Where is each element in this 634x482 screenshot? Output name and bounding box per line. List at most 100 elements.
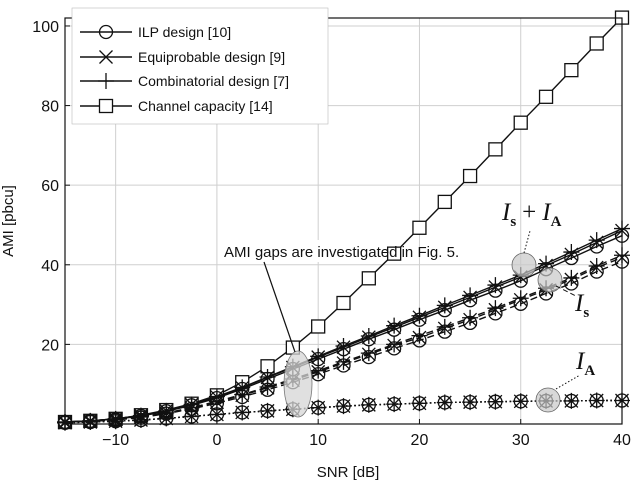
y-tick-label: 40 xyxy=(41,258,59,275)
legend-label-equiprobable: Equiprobable design [9] xyxy=(138,49,285,65)
data-point xyxy=(436,318,453,335)
data-point xyxy=(411,327,428,344)
x-tick-label: 0 xyxy=(212,432,221,449)
ia-label-i: I xyxy=(575,348,586,375)
is-label-s: s xyxy=(583,305,589,321)
y-tick-label: 80 xyxy=(41,99,59,116)
data-point xyxy=(411,307,428,324)
data-point xyxy=(360,328,377,345)
y-axis-label: AMI [pbcu] xyxy=(0,185,17,257)
data-point xyxy=(335,398,352,415)
legend-label-combinatorial: Combinatorial design [7] xyxy=(138,73,289,89)
data-point xyxy=(259,402,276,419)
data-point xyxy=(462,287,479,304)
ia-highlight xyxy=(535,387,561,413)
data-point xyxy=(488,142,503,157)
x-tick-label: 20 xyxy=(411,432,429,449)
gap-highlight-ellipse xyxy=(283,350,313,418)
data-point xyxy=(412,220,427,235)
data-point xyxy=(588,257,605,274)
annotations: AMI gaps are investigated in Fig. 5. Is +… xyxy=(222,199,595,418)
data-point xyxy=(588,392,605,409)
sum-label: Is + IA xyxy=(501,199,562,230)
x-tick-label: 10 xyxy=(309,432,327,449)
data-point xyxy=(436,394,453,411)
data-point xyxy=(487,300,504,317)
legend-marker xyxy=(99,50,113,64)
legend-box xyxy=(71,7,329,125)
ia-pointer xyxy=(555,374,581,390)
data-point xyxy=(487,393,504,410)
sum-label-i: I xyxy=(501,199,512,226)
series-line xyxy=(64,399,622,424)
data-point xyxy=(335,353,352,370)
data-point xyxy=(311,319,326,334)
data-point xyxy=(563,244,580,261)
data-point xyxy=(132,412,149,429)
is-pointer xyxy=(555,285,577,297)
x-tick-label: 40 xyxy=(613,432,631,449)
data-point xyxy=(234,386,251,403)
data-point xyxy=(386,336,403,353)
axes: −10 0 10 20 30 40 20 40 60 80 100 xyxy=(32,17,631,449)
data-point xyxy=(411,395,428,412)
data-point xyxy=(310,348,327,365)
y-tick-label: 60 xyxy=(41,178,59,195)
data-point xyxy=(462,394,479,411)
ia-label-a: A xyxy=(584,363,595,379)
is-label-i: I xyxy=(574,290,585,317)
data-point xyxy=(588,232,605,249)
y-tick-label: 100 xyxy=(32,19,59,36)
data-point xyxy=(386,246,402,261)
data-point xyxy=(360,345,377,362)
legend-label-ilp: ILP design [10] xyxy=(138,24,231,40)
data-point xyxy=(437,194,452,210)
y-tick-label: 20 xyxy=(41,337,59,354)
is-highlight xyxy=(537,267,563,293)
legend-marks xyxy=(80,24,132,114)
data-point xyxy=(361,271,376,286)
data-point xyxy=(589,36,604,51)
legend-marker xyxy=(98,73,114,89)
sum-label-i2: I xyxy=(541,199,552,226)
sum-label-s: s xyxy=(510,214,516,230)
sum-pointer xyxy=(523,230,531,254)
data-point xyxy=(462,309,479,326)
data-point xyxy=(512,393,529,410)
data-point xyxy=(234,404,251,421)
x-tick-label: 30 xyxy=(512,432,530,449)
data-point xyxy=(336,295,351,311)
legend: ILP design [10] Equiprobable design [9] … xyxy=(71,7,329,125)
data-point xyxy=(310,362,327,379)
sum-highlight xyxy=(511,252,537,278)
data-point xyxy=(386,396,403,413)
x-tick-label: −10 xyxy=(102,432,129,449)
sum-label-plus: + xyxy=(522,199,536,226)
data-point xyxy=(563,269,580,286)
data-point xyxy=(82,414,99,431)
data-point xyxy=(310,399,327,416)
legend-marker xyxy=(98,98,114,114)
data-point xyxy=(259,378,276,395)
data-point xyxy=(487,277,504,294)
data-point xyxy=(563,392,580,409)
legend-marker xyxy=(98,24,114,40)
data-point xyxy=(564,62,579,78)
plot-frame xyxy=(64,17,623,425)
gap-note-background xyxy=(222,240,382,262)
is-label: Is xyxy=(574,290,589,321)
data-point xyxy=(513,115,528,130)
x-axis-label: SNR [dB] xyxy=(317,464,380,481)
data-point xyxy=(386,317,403,334)
data-point xyxy=(436,297,453,314)
data-point xyxy=(512,290,529,307)
data-point xyxy=(183,408,200,425)
legend-label-capacity: Channel capacity [14] xyxy=(138,98,273,114)
gap-note-pointer xyxy=(263,261,296,353)
data-point xyxy=(538,89,554,104)
data-point xyxy=(462,168,478,184)
data-point xyxy=(360,396,377,413)
sum-label-a: A xyxy=(551,214,562,230)
gap-note: AMI gaps are investigated in Fig. 5. xyxy=(224,244,459,261)
